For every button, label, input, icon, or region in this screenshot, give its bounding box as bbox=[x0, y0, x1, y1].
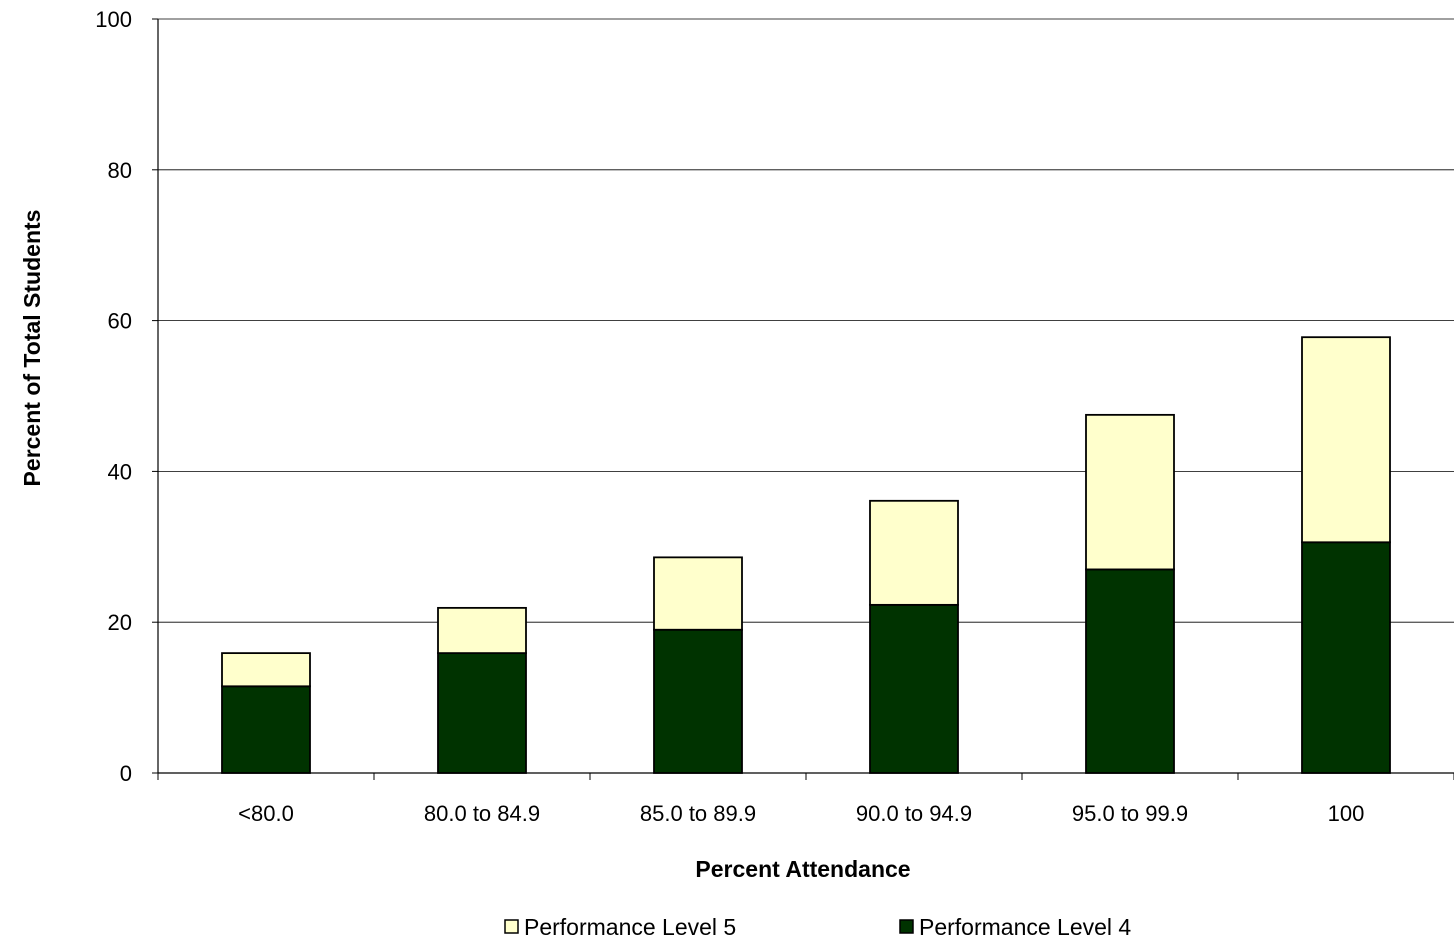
bars bbox=[221, 336, 1391, 774]
x-axis-label: Percent Attendance bbox=[695, 856, 910, 882]
bar-level4 bbox=[869, 603, 959, 774]
x-tick-label: 100 bbox=[1328, 801, 1365, 826]
legend-label-level4: Performance Level 4 bbox=[919, 914, 1131, 940]
bar-level5 bbox=[869, 499, 959, 606]
bar-level4 bbox=[221, 685, 311, 774]
x-tick-label: <80.0 bbox=[238, 801, 294, 826]
gridlines bbox=[158, 18, 1454, 623]
bar-level4 bbox=[653, 628, 743, 774]
bar-level4 bbox=[1301, 541, 1391, 774]
x-tick-label: 90.0 to 94.9 bbox=[856, 801, 972, 826]
legend-swatch-level5 bbox=[504, 919, 519, 934]
y-tick-label: 60 bbox=[108, 309, 132, 334]
bar-level5 bbox=[1301, 336, 1391, 544]
x-tick-label: 95.0 to 99.9 bbox=[1072, 801, 1188, 826]
x-tick-label: 85.0 to 89.9 bbox=[640, 801, 756, 826]
x-tick-label: 80.0 to 84.9 bbox=[424, 801, 540, 826]
bar-level5 bbox=[653, 556, 743, 631]
y-tick-label: 20 bbox=[108, 610, 132, 635]
y-axis-label: Percent of Total Students bbox=[19, 210, 45, 487]
legend-label-level5: Performance Level 5 bbox=[524, 914, 736, 940]
y-tick-label: 100 bbox=[95, 7, 132, 32]
tick-labels: 0 20 40 60 80 100 <80.0 80.0 to 84.9 85.0 to 89.… bbox=[95, 7, 1364, 826]
y-tick-label: 40 bbox=[108, 459, 132, 484]
bar-level5 bbox=[1085, 413, 1175, 571]
bar-level5 bbox=[437, 606, 527, 655]
legend-swatch-level4 bbox=[899, 919, 914, 934]
bar-level4 bbox=[1085, 568, 1175, 774]
y-tick-label: 0 bbox=[120, 761, 132, 786]
y-tick-label: 80 bbox=[108, 158, 132, 183]
axes bbox=[152, 18, 1454, 780]
bar-level5 bbox=[221, 652, 311, 688]
legend: Performance Level 5 Performance Level 4 bbox=[504, 914, 1131, 940]
bar-level4 bbox=[437, 652, 527, 774]
